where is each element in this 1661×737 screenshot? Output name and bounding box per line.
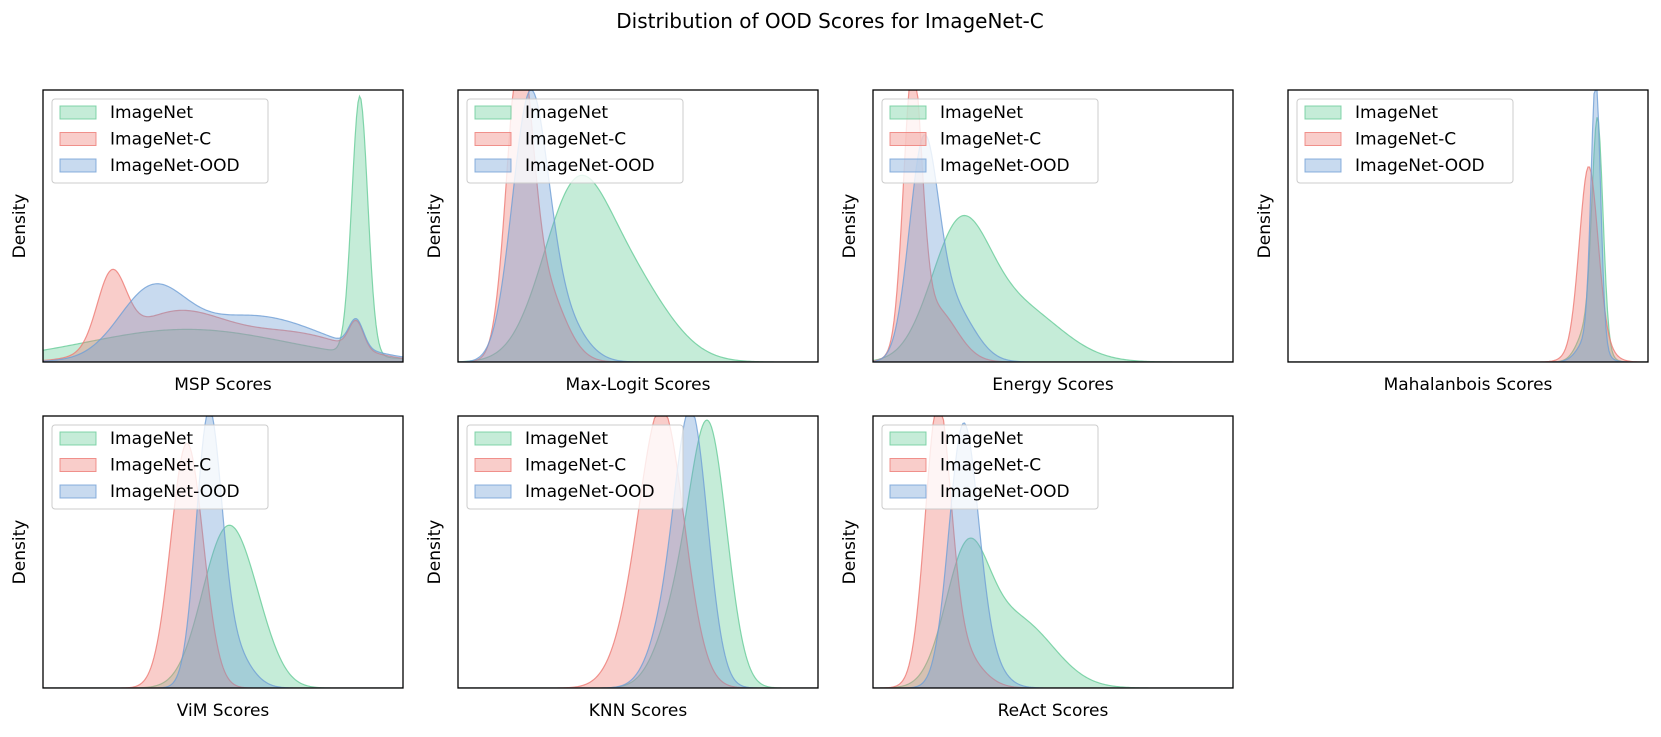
axes-frame <box>42 415 404 689</box>
y-axis-label: Density <box>10 520 30 585</box>
y-axis-label: Density <box>840 520 860 585</box>
legend: ImageNet ImageNet-C ImageNet-OOD <box>1296 98 1514 184</box>
y-axis-label: Density <box>1255 194 1275 259</box>
legend-box <box>51 98 269 184</box>
legend-label-imagenet: ImageNet <box>110 429 193 449</box>
y-axis-label: Density <box>425 520 445 585</box>
legend-swatch-imagenet-c <box>1304 132 1342 146</box>
legend-swatch-imagenet-ood <box>59 484 97 499</box>
density-imagenet <box>43 94 403 362</box>
legend: ImageNet ImageNet-C ImageNet-OOD <box>51 424 269 510</box>
y-axis-label: Density <box>840 194 860 259</box>
legend-swatch-imagenet-c <box>889 132 927 146</box>
legend: ImageNet ImageNet-C ImageNet-OOD <box>51 98 269 184</box>
legend-label-imagenet: ImageNet <box>525 103 608 123</box>
legend-label-imagenet-c: ImageNet-C <box>1355 130 1456 150</box>
legend-box <box>881 424 1099 510</box>
legend: ImageNet ImageNet-C ImageNet-OOD <box>466 98 684 184</box>
figure-title: Distribution of OOD Scores for ImageNet-… <box>616 9 1044 33</box>
legend-label-imagenet-ood: ImageNet-OOD <box>525 156 655 176</box>
panel-react-scores: ImageNet ImageNet-C ImageNet-OOD ReAct Scor… <box>840 415 1234 721</box>
density-imagenet-ood <box>43 416 403 688</box>
axes-frame <box>457 89 819 363</box>
legend-box <box>1296 98 1514 184</box>
y-axis-label: Density <box>10 194 30 259</box>
legend-label-imagenet-ood: ImageNet-OOD <box>110 156 240 176</box>
legend-box <box>51 424 269 510</box>
axes-frame <box>1287 89 1649 363</box>
legend-swatch-imagenet <box>889 105 927 120</box>
legend-label-imagenet: ImageNet <box>940 103 1023 123</box>
legend-label-imagenet-ood: ImageNet-OOD <box>940 482 1070 502</box>
legend-box <box>881 98 1099 184</box>
legend-label-imagenet: ImageNet <box>525 429 608 449</box>
legend-label-imagenet-ood: ImageNet-OOD <box>1355 156 1485 176</box>
density-areas <box>43 94 403 362</box>
x-axis-label: MSP Scores <box>174 375 272 395</box>
density-imagenet-ood <box>43 283 403 362</box>
density-imagenet <box>1288 117 1648 362</box>
panel-energy-scores: ImageNet ImageNet-C ImageNet-OOD Energy Sco… <box>840 89 1234 395</box>
legend-label-imagenet-c: ImageNet-C <box>110 456 211 476</box>
legend-swatch-imagenet <box>59 431 97 446</box>
axes-frame <box>42 89 404 363</box>
legend-swatch-imagenet-ood <box>474 484 512 499</box>
density-imagenet-c <box>458 90 818 362</box>
legend-label-imagenet-c: ImageNet-C <box>525 130 626 150</box>
legend-label-imagenet: ImageNet <box>1355 103 1438 123</box>
legend-swatch-imagenet <box>474 105 512 120</box>
panel-max-logit-scores: ImageNet ImageNet-C ImageNet-OOD Max-Logit … <box>425 89 819 395</box>
legend-label-imagenet-ood: ImageNet-OOD <box>940 156 1070 176</box>
legend-swatch-imagenet-ood <box>889 484 927 499</box>
legend-swatch-imagenet-c <box>889 458 927 472</box>
panel-vim-scores: ImageNet ImageNet-C ImageNet-OOD ViM Scores… <box>10 415 404 721</box>
x-axis-label: Energy Scores <box>992 375 1114 395</box>
y-axis-label: Density <box>425 194 445 259</box>
legend-swatch-imagenet <box>889 431 927 446</box>
legend-swatch-imagenet-c <box>474 132 512 146</box>
density-imagenet-c <box>43 268 403 362</box>
legend-label-imagenet-ood: ImageNet-OOD <box>525 482 655 502</box>
legend: ImageNet ImageNet-C ImageNet-OOD <box>466 424 684 510</box>
legend-label-imagenet: ImageNet <box>940 429 1023 449</box>
axes-frame <box>457 415 819 689</box>
legend-swatch-imagenet <box>1304 105 1342 120</box>
legend-swatch-imagenet-c <box>474 458 512 472</box>
legend: ImageNet ImageNet-C ImageNet-OOD <box>881 424 1099 510</box>
legend-label-imagenet-ood: ImageNet-OOD <box>110 482 240 502</box>
x-axis-label: Max-Logit Scores <box>566 375 711 395</box>
axes-frame <box>872 89 1234 363</box>
panel-mahalanbois-scores: ImageNet ImageNet-C ImageNet-OOD Mahalanboi… <box>1255 89 1649 395</box>
legend-label-imagenet-c: ImageNet-C <box>525 456 626 476</box>
density-imagenet-ood <box>1288 90 1648 362</box>
legend-label-imagenet-c: ImageNet-C <box>940 130 1041 150</box>
density-areas <box>1288 90 1648 362</box>
legend-label-imagenet-c: ImageNet-C <box>110 130 211 150</box>
legend-swatch-imagenet-c <box>59 458 97 472</box>
legend-swatch-imagenet-c <box>59 132 97 146</box>
legend-swatch-imagenet-ood <box>474 158 512 173</box>
legend-label-imagenet-c: ImageNet-C <box>940 456 1041 476</box>
panel-msp-scores: ImageNet ImageNet-C ImageNet-OOD MSP Scores… <box>10 89 404 395</box>
x-axis-label: ViM Scores <box>177 701 270 721</box>
legend-box <box>466 98 684 184</box>
x-axis-label: ReAct Scores <box>998 701 1109 721</box>
legend-swatch-imagenet-ood <box>1304 158 1342 173</box>
legend: ImageNet ImageNet-C ImageNet-OOD <box>881 98 1099 184</box>
legend-swatch-imagenet-ood <box>59 158 97 173</box>
legend-swatch-imagenet <box>474 431 512 446</box>
legend-swatch-imagenet <box>59 105 97 120</box>
x-axis-label: Mahalanbois Scores <box>1384 375 1553 395</box>
panel-knn-scores: ImageNet ImageNet-C ImageNet-OOD KNN Scores… <box>425 415 819 721</box>
legend-swatch-imagenet-ood <box>889 158 927 173</box>
legend-label-imagenet: ImageNet <box>110 103 193 123</box>
density-imagenet-c <box>1288 166 1648 362</box>
axes-frame <box>872 415 1234 689</box>
legend-box <box>466 424 684 510</box>
x-axis-label: KNN Scores <box>589 701 688 721</box>
density-imagenet-c <box>43 442 403 688</box>
panel-grid: ImageNet ImageNet-C ImageNet-OOD MSP Scores… <box>10 89 1649 721</box>
density-imagenet <box>458 419 818 688</box>
